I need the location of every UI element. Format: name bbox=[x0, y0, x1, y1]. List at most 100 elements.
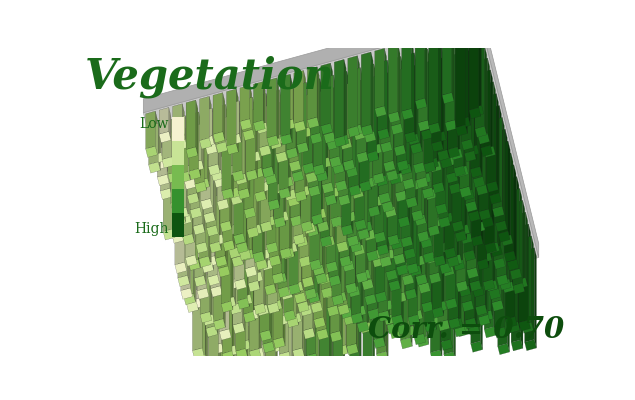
Polygon shape bbox=[390, 328, 402, 339]
Polygon shape bbox=[206, 183, 217, 228]
Polygon shape bbox=[402, 274, 414, 286]
Polygon shape bbox=[462, 300, 474, 312]
Polygon shape bbox=[322, 182, 334, 194]
Polygon shape bbox=[186, 179, 189, 216]
Polygon shape bbox=[493, 82, 495, 155]
Polygon shape bbox=[375, 106, 387, 117]
Polygon shape bbox=[312, 205, 323, 267]
Polygon shape bbox=[359, 217, 368, 272]
Polygon shape bbox=[344, 272, 353, 317]
Polygon shape bbox=[235, 279, 246, 290]
Polygon shape bbox=[220, 329, 231, 340]
Polygon shape bbox=[363, 366, 375, 378]
Polygon shape bbox=[321, 240, 331, 290]
Polygon shape bbox=[368, 139, 378, 208]
Polygon shape bbox=[387, 60, 389, 137]
Polygon shape bbox=[347, 344, 358, 355]
Polygon shape bbox=[394, 68, 404, 148]
Polygon shape bbox=[357, 321, 369, 332]
Polygon shape bbox=[211, 258, 220, 288]
Polygon shape bbox=[358, 229, 370, 240]
Polygon shape bbox=[417, 163, 427, 234]
Polygon shape bbox=[339, 99, 342, 165]
Polygon shape bbox=[245, 223, 255, 269]
Polygon shape bbox=[309, 94, 312, 136]
Polygon shape bbox=[344, 60, 346, 144]
Polygon shape bbox=[250, 349, 261, 360]
Polygon shape bbox=[300, 94, 309, 130]
Polygon shape bbox=[414, 53, 417, 140]
Polygon shape bbox=[268, 199, 280, 210]
Polygon shape bbox=[441, 212, 453, 224]
Polygon shape bbox=[295, 248, 304, 295]
Polygon shape bbox=[187, 242, 190, 284]
Polygon shape bbox=[367, 76, 377, 154]
Polygon shape bbox=[250, 298, 259, 351]
Polygon shape bbox=[424, 266, 425, 342]
Polygon shape bbox=[239, 101, 241, 142]
Polygon shape bbox=[467, 266, 469, 334]
Polygon shape bbox=[319, 307, 321, 377]
Polygon shape bbox=[194, 151, 196, 187]
Polygon shape bbox=[171, 201, 183, 212]
Polygon shape bbox=[478, 235, 488, 317]
Polygon shape bbox=[225, 140, 234, 168]
Polygon shape bbox=[248, 235, 258, 283]
Polygon shape bbox=[251, 133, 262, 170]
Polygon shape bbox=[190, 175, 200, 210]
Polygon shape bbox=[453, 93, 455, 164]
Polygon shape bbox=[231, 194, 243, 205]
Polygon shape bbox=[471, 50, 473, 148]
Polygon shape bbox=[457, 326, 469, 337]
Polygon shape bbox=[469, 108, 481, 119]
Polygon shape bbox=[512, 216, 514, 290]
Polygon shape bbox=[356, 206, 366, 274]
Polygon shape bbox=[347, 248, 349, 312]
Polygon shape bbox=[451, 242, 461, 321]
Polygon shape bbox=[446, 105, 456, 175]
Polygon shape bbox=[422, 202, 425, 264]
Polygon shape bbox=[291, 314, 294, 367]
Polygon shape bbox=[471, 148, 481, 238]
Polygon shape bbox=[172, 232, 184, 243]
Polygon shape bbox=[355, 142, 364, 222]
Polygon shape bbox=[434, 255, 446, 266]
Polygon shape bbox=[379, 192, 391, 204]
Polygon shape bbox=[321, 256, 323, 310]
Polygon shape bbox=[337, 241, 349, 252]
Polygon shape bbox=[234, 233, 245, 244]
Polygon shape bbox=[431, 160, 441, 219]
Polygon shape bbox=[318, 244, 319, 300]
Polygon shape bbox=[178, 128, 188, 174]
Polygon shape bbox=[280, 267, 282, 308]
Polygon shape bbox=[227, 278, 239, 290]
Polygon shape bbox=[472, 286, 485, 297]
Polygon shape bbox=[344, 174, 345, 225]
Polygon shape bbox=[495, 220, 507, 232]
Polygon shape bbox=[251, 272, 263, 283]
Polygon shape bbox=[457, 166, 469, 177]
Polygon shape bbox=[182, 234, 194, 245]
Polygon shape bbox=[514, 165, 516, 260]
Polygon shape bbox=[462, 139, 473, 150]
Polygon shape bbox=[507, 260, 519, 271]
Polygon shape bbox=[313, 283, 315, 336]
Polygon shape bbox=[462, 113, 472, 192]
Polygon shape bbox=[262, 231, 271, 262]
Polygon shape bbox=[345, 300, 348, 353]
Polygon shape bbox=[319, 157, 331, 168]
Polygon shape bbox=[400, 92, 410, 166]
Polygon shape bbox=[309, 307, 319, 371]
Polygon shape bbox=[292, 171, 304, 182]
Polygon shape bbox=[442, 30, 451, 95]
Polygon shape bbox=[373, 337, 385, 348]
Polygon shape bbox=[493, 258, 505, 269]
Polygon shape bbox=[211, 336, 213, 377]
Polygon shape bbox=[180, 155, 183, 209]
Polygon shape bbox=[387, 174, 389, 253]
Polygon shape bbox=[349, 296, 359, 360]
Polygon shape bbox=[394, 292, 406, 303]
Polygon shape bbox=[446, 298, 457, 309]
Polygon shape bbox=[411, 155, 413, 245]
Polygon shape bbox=[418, 242, 420, 323]
